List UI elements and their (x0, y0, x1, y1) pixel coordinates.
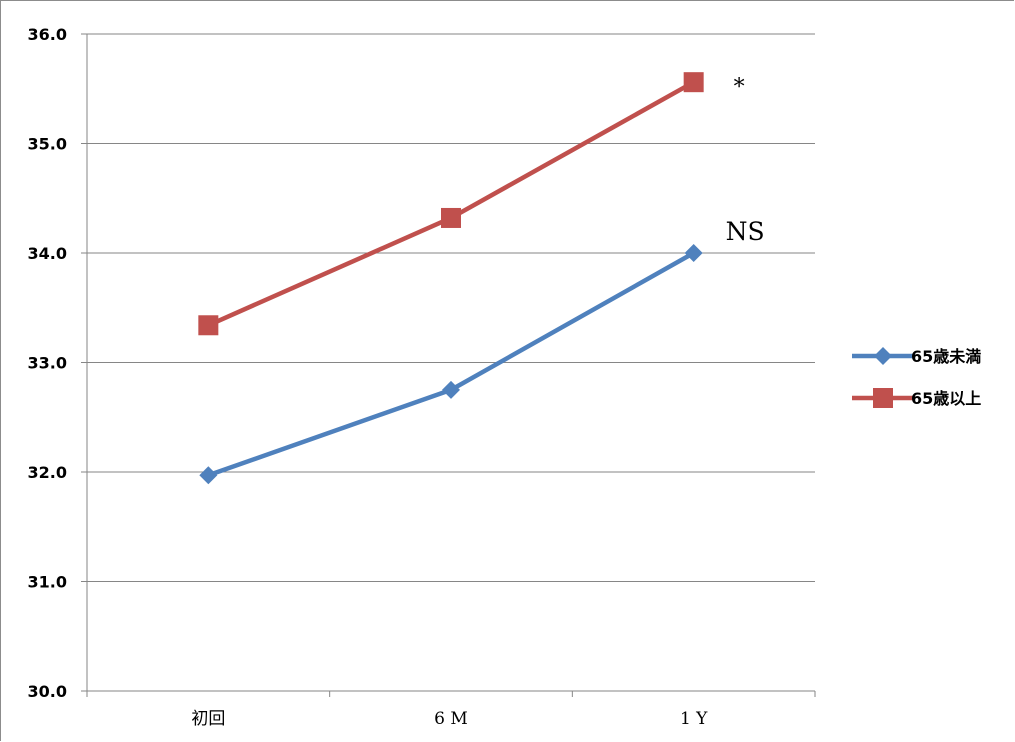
data-point (441, 207, 461, 228)
series-2 (198, 72, 704, 336)
y-tick-label: 36.0 (28, 25, 67, 44)
y-tick-label: 30.0 (28, 682, 67, 701)
legend-label: 65歳未満 (911, 347, 981, 366)
data-point (683, 72, 704, 93)
legend-item: 65歳未満 (852, 347, 981, 366)
series-group (198, 72, 704, 485)
annotations: * NS (726, 75, 765, 246)
data-point (199, 466, 218, 485)
series-line (207, 80, 695, 328)
gridlines (87, 33, 815, 582)
y-tick-label: 32.0 (28, 463, 67, 482)
x-tick-label: 初回 (191, 709, 225, 729)
data-point (198, 315, 219, 336)
legend-item: 65歳以上 (852, 388, 981, 408)
x-tick-label: 1 Y (680, 709, 708, 729)
annotation-label: NS (726, 217, 765, 246)
data-point (442, 380, 460, 399)
legend-marker (873, 388, 893, 408)
x-tick-labels: 初回 6 M 1 Y (86, 691, 816, 729)
y-tick-label: 35.0 (28, 135, 67, 154)
legend-marker (874, 347, 892, 365)
data-point (684, 244, 703, 262)
x-tick-label: 6 M (434, 709, 468, 729)
legend: 65歳未満 65歳以上 (852, 347, 981, 408)
y-tick-label: 33.0 (28, 354, 67, 373)
legend-label: 65歳以上 (911, 389, 981, 408)
y-tick-labels: 30.0 31.0 32.0 33.0 34.0 35.0 36.0 (28, 25, 87, 701)
y-tick-label: 34.0 (28, 244, 67, 263)
series-1 (199, 244, 703, 485)
y-tick-label: 31.0 (28, 573, 67, 592)
series-line (207, 251, 695, 478)
annotation-label: * (734, 75, 745, 100)
